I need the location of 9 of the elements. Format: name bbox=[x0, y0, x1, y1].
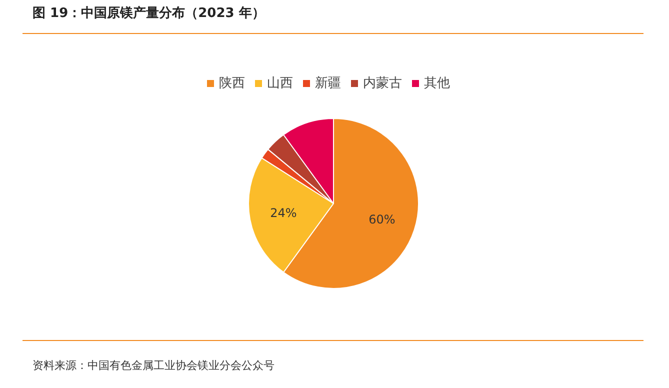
text: 资料来源：中国有色金属工业协会镁业分会公众号 bbox=[32, 359, 274, 372]
chart-title: 图 19：中国原镁产量分布（2023 年） bbox=[32, 5, 265, 21]
data-label: 24% bbox=[270, 206, 297, 220]
legend-label: 内蒙古 bbox=[363, 75, 402, 92]
data-label: 60% bbox=[368, 212, 396, 226]
legend-label: 其他 bbox=[424, 75, 450, 92]
legend-label: 陕西 bbox=[219, 75, 245, 92]
legend-label: 山西 bbox=[267, 75, 293, 92]
legend-label: 新疆 bbox=[315, 75, 341, 92]
